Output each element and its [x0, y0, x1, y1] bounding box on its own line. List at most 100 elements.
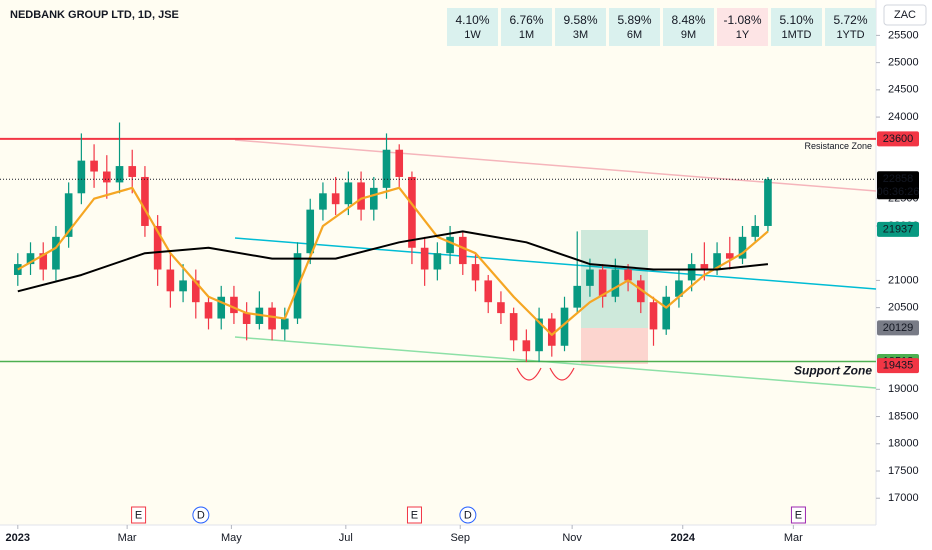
candle-body	[204, 302, 213, 319]
x-tick-label: 2023	[6, 532, 30, 544]
candle-body	[458, 236, 467, 265]
performance-period: 3M	[573, 29, 588, 41]
candle-body	[217, 296, 226, 319]
performance-box	[825, 8, 876, 46]
performance-value: -1.08%	[723, 13, 761, 27]
event-marker[interactable]	[406, 506, 422, 524]
performance-period: 1MTD	[782, 29, 812, 41]
performance-box	[663, 8, 714, 46]
trend-line	[234, 336, 877, 389]
candle-body	[675, 280, 683, 297]
candle-body	[420, 247, 429, 270]
performance-period: 1W	[464, 29, 481, 41]
candle-body	[497, 302, 505, 314]
candle-body	[77, 160, 86, 194]
candle-body	[535, 318, 543, 352]
candle-body	[64, 193, 73, 237]
candle-body	[509, 313, 518, 341]
chart-title: NEDBANK GROUP LTD, 1D, JSE	[10, 9, 179, 21]
price-label: 21937	[883, 223, 914, 235]
y-tick-label: 24500	[888, 84, 919, 96]
price-label-box	[877, 320, 919, 336]
candle-body	[636, 280, 645, 303]
x-tick-label: Nov	[562, 532, 582, 544]
price-label: 19435	[883, 360, 914, 372]
performance-period: 1YTD	[836, 29, 864, 41]
event-label: D	[197, 509, 205, 521]
candle-body	[357, 182, 365, 210]
candle-body	[751, 225, 760, 237]
performance-value: 5.10%	[779, 13, 813, 27]
event-label: E	[135, 509, 142, 521]
pattern-arc	[549, 367, 575, 381]
performance-value: 9.58%	[563, 13, 597, 27]
x-tick-label: Mar	[118, 532, 137, 544]
candle-body	[52, 236, 60, 270]
performance-period: 6M	[627, 29, 642, 41]
event-marker[interactable]	[790, 506, 806, 524]
y-tick-label: 20500	[888, 302, 919, 314]
candle-body	[484, 280, 493, 303]
performance-box	[717, 8, 768, 46]
performance-value: 5.89%	[617, 13, 651, 27]
candle-body	[242, 313, 251, 324]
x-tick-label: 2024	[671, 532, 696, 544]
y-tick-label: 21000	[888, 274, 919, 286]
candle-body	[662, 296, 671, 330]
candle-body	[624, 269, 632, 281]
candle-body	[700, 264, 709, 270]
candle-body	[408, 176, 416, 248]
candle-body	[166, 269, 175, 292]
candle-body	[725, 253, 734, 259]
moving-average	[17, 186, 769, 336]
candle-body	[39, 253, 48, 270]
performance-value: 6.76%	[509, 13, 543, 27]
performance-box	[447, 8, 498, 46]
candle-body	[102, 171, 111, 183]
performance-value: 8.48%	[671, 13, 705, 27]
candle-body	[128, 166, 137, 177]
price-label: 23600	[883, 133, 914, 145]
x-tick-label: Jul	[339, 532, 353, 544]
price-axis	[876, 0, 932, 550]
performance-box	[609, 8, 660, 46]
candle-body	[280, 318, 289, 330]
performance-box	[501, 8, 552, 46]
y-tick-label: 19000	[888, 383, 919, 395]
performance-value: 4.10%	[455, 13, 489, 27]
candle-body	[547, 318, 556, 346]
candle-body	[573, 285, 582, 308]
price-label-box	[877, 221, 919, 237]
pattern-arc	[516, 367, 542, 381]
candle-body	[90, 160, 98, 172]
y-tick-label: 25500	[888, 29, 919, 41]
performance-period: 1Y	[736, 29, 750, 41]
level-label: Support Zone	[794, 364, 872, 378]
candle-body	[331, 193, 340, 205]
moving-average	[17, 230, 769, 293]
x-tick-label: Mar	[784, 532, 803, 544]
y-tick-label: 25000	[888, 57, 919, 69]
candle-body	[522, 340, 531, 352]
countdown: 06:36:26	[877, 186, 920, 198]
y-tick-label: 17000	[888, 492, 919, 504]
candle-body	[191, 280, 200, 303]
candle-body	[306, 209, 315, 254]
candle-body	[230, 296, 238, 314]
event-label: E	[795, 509, 802, 521]
performance-period: 9M	[681, 29, 696, 41]
price-label-box	[877, 358, 919, 374]
event-marker[interactable]	[131, 506, 147, 524]
currency-box[interactable]	[883, 4, 927, 26]
event-marker[interactable]	[192, 506, 210, 524]
candle-body	[26, 253, 35, 265]
candle-body	[586, 269, 594, 286]
x-tick-label: May	[221, 532, 242, 544]
candle-body	[268, 307, 276, 330]
price-label-box	[877, 171, 919, 200]
candle-body	[141, 176, 149, 226]
event-marker[interactable]	[459, 506, 477, 524]
candle-body	[179, 280, 187, 292]
y-tick-label: 17500	[888, 465, 919, 477]
